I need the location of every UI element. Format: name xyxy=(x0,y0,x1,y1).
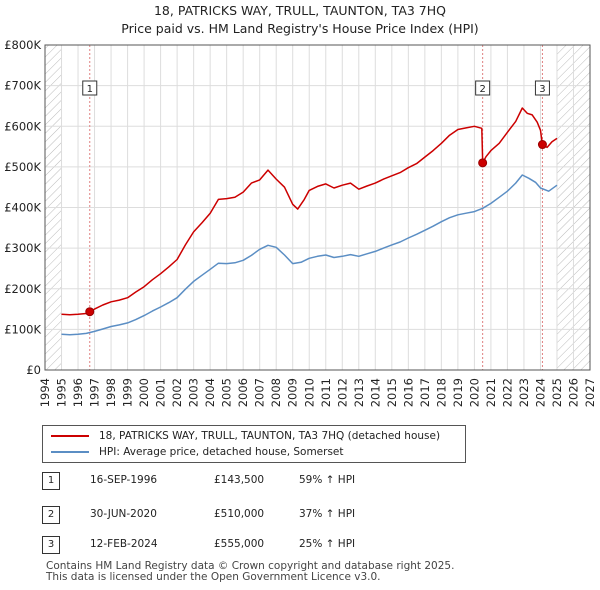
x-tick-label: 2021 xyxy=(484,378,498,407)
x-tick-label: 2010 xyxy=(302,378,316,407)
sale-marker-box xyxy=(534,80,550,96)
sale-point xyxy=(478,158,488,168)
x-tick-label: 2026 xyxy=(567,378,581,407)
sale-hpi-change: 25% ↑ HPI xyxy=(299,538,356,550)
hpi-line xyxy=(61,174,558,336)
y-tick-label: £400K xyxy=(4,201,41,215)
x-tick-label: 2020 xyxy=(467,378,481,407)
sale-price: £143,500 xyxy=(214,474,265,486)
legend-swatch-hpi xyxy=(51,451,89,453)
x-tick-label: 2007 xyxy=(253,378,267,407)
x-tick-label: 1994 xyxy=(38,378,52,407)
x-tick-label: 2003 xyxy=(187,378,201,407)
y-tick-label: £600K xyxy=(4,119,41,133)
x-tick-label: 2001 xyxy=(154,378,168,407)
sale-date: 12-FEB-2024 xyxy=(90,538,158,550)
x-tick-label: 2002 xyxy=(170,378,184,407)
legend: 18, PATRICKS WAY, TRULL, TAUNTON, TA3 7H… xyxy=(42,425,466,463)
x-tick-label: 2025 xyxy=(550,378,564,407)
x-tick-label: 1997 xyxy=(88,378,102,407)
sale-date: 16-SEP-1996 xyxy=(90,474,158,486)
y-tick-label: £300K xyxy=(4,241,41,255)
sale-hpi-change: 37% ↑ HPI xyxy=(299,508,356,520)
y-tick-label: £200K xyxy=(4,282,41,296)
sale-point xyxy=(537,140,547,150)
legend-label-property: 18, PATRICKS WAY, TRULL, TAUNTON, TA3 7H… xyxy=(99,430,441,442)
sale-marker-label: 3 xyxy=(539,84,545,95)
x-tick-label: 2008 xyxy=(269,378,283,407)
chart-title-subtitle: Price paid vs. HM Land Registry's House … xyxy=(121,21,479,36)
x-tick-label: 2014 xyxy=(368,378,382,407)
sale-date: 30-JUN-2020 xyxy=(90,508,157,520)
sale-marker-box xyxy=(82,80,98,96)
x-tick-label: 2022 xyxy=(500,378,514,407)
x-tick-label: 2000 xyxy=(137,378,151,407)
legend-swatch-property xyxy=(51,435,89,437)
sale-row: 1 16-SEP-1996 £143,500 59% ↑ HPI xyxy=(42,472,462,490)
x-tick-label: 2004 xyxy=(203,378,217,407)
x-tick-label: 2012 xyxy=(335,378,349,407)
y-tick-label: £800K xyxy=(4,38,41,52)
y-tick-label: £100K xyxy=(4,322,41,336)
x-tick-label: 2013 xyxy=(352,378,366,407)
x-tick-label: 1996 xyxy=(71,378,85,407)
x-tick-label: 1995 xyxy=(55,378,69,407)
sale-row: 2 30-JUN-2020 £510,000 37% ↑ HPI xyxy=(42,506,462,524)
x-tick-label: 1999 xyxy=(121,378,135,407)
footer-copyright: Contains HM Land Registry data © Crown c… xyxy=(46,560,455,572)
x-tick-label: 2006 xyxy=(236,378,250,407)
property-price-line xyxy=(61,107,558,316)
sale-point xyxy=(85,307,95,317)
x-tick-label: 2005 xyxy=(220,378,234,407)
sale-price: £510,000 xyxy=(214,508,265,520)
x-tick-label: 2019 xyxy=(451,378,465,407)
sale-badge: 3 xyxy=(42,536,60,554)
sale-marker-box xyxy=(475,80,491,96)
x-tick-label: 2011 xyxy=(319,378,333,407)
legend-item-hpi: HPI: Average price, detached house, Some… xyxy=(51,445,344,459)
x-tick-label: 2009 xyxy=(286,378,300,407)
legend-item-property: 18, PATRICKS WAY, TRULL, TAUNTON, TA3 7H… xyxy=(51,429,440,443)
sale-badge: 1 xyxy=(42,472,60,490)
x-tick-label: 2023 xyxy=(517,378,531,407)
plot-frame xyxy=(44,44,591,371)
x-tick-label: 2017 xyxy=(418,378,432,407)
x-tick-label: 2015 xyxy=(385,378,399,407)
footer-notice: Contains HM Land Registry data © Crown c… xyxy=(46,561,454,583)
x-tick-label: 2016 xyxy=(401,378,415,407)
sale-hpi-change: 59% ↑ HPI xyxy=(299,474,356,486)
footer-licence: This data is licensed under the Open Gov… xyxy=(46,571,381,583)
y-tick-label: £500K xyxy=(4,160,41,174)
legend-label-hpi: HPI: Average price, detached house, Some… xyxy=(99,446,344,458)
x-tick-label: 1998 xyxy=(104,378,118,407)
x-tick-label: 2018 xyxy=(434,378,448,407)
x-tick-label: 2027 xyxy=(583,378,597,407)
y-tick-label: £0 xyxy=(26,363,41,377)
y-tick-label: £700K xyxy=(4,79,41,93)
sale-marker-label: 1 xyxy=(87,84,93,95)
price-chart: 1 2 3 £0 £100K £200K £300K £400K £500K £600K £700… xyxy=(4,38,597,407)
chart-title-address: 18, PATRICKS WAY, TRULL, TAUNTON, TA3 7H… xyxy=(153,3,447,18)
sale-price: £555,000 xyxy=(214,538,265,550)
x-tick-label: 2024 xyxy=(533,378,547,407)
sale-marker-label: 2 xyxy=(479,84,485,95)
sale-badge: 2 xyxy=(42,506,60,524)
sale-row: 3 12-FEB-2024 £555,000 25% ↑ HPI xyxy=(42,536,462,554)
